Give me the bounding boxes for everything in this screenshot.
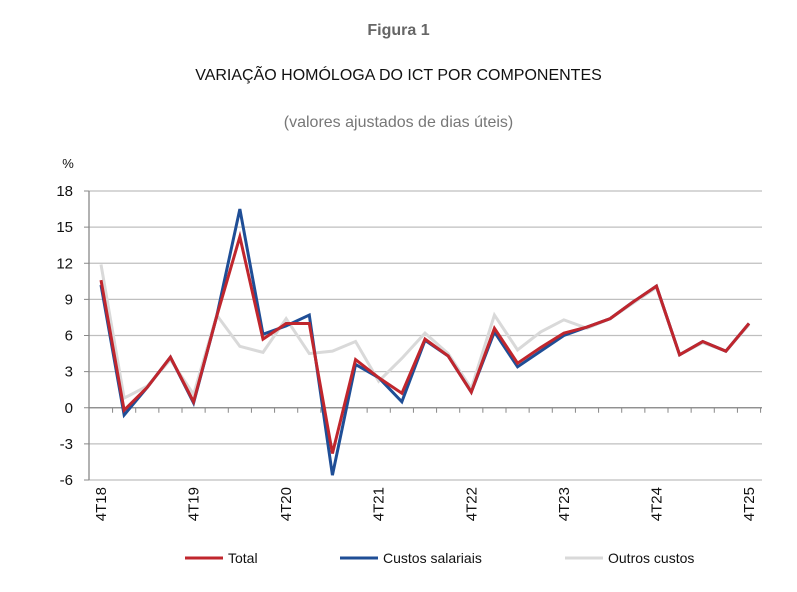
y-tick-label: -3 [60,436,73,453]
legend-label: Custos salariais [383,550,482,566]
x-tick-label: 4T19 [186,487,203,521]
figure-label: Figura 1 [367,22,430,39]
y-tick-label: 18 [56,183,73,200]
x-tick-label: 4T23 [556,487,573,521]
chart-subtitle: (valores ajustados de dias úteis) [283,114,514,131]
x-tick-label: 4T21 [371,487,388,521]
x-tick-label: 4T22 [463,487,480,521]
x-tick-label: 4T25 [741,487,758,521]
y-tick-label: 9 [65,291,73,308]
series-line-outros-custos [99,264,751,401]
y-axis-label: % [62,156,74,171]
chart-title: VARIAÇÃO HOMÓLOGA DO ICT POR COMPONENTES [195,67,602,84]
legend-label: Total [228,550,258,566]
y-tick-label: 3 [65,364,73,381]
series-line-total [99,230,751,454]
x-tick-label: 4T20 [278,487,295,521]
y-tick-label: 15 [56,219,73,236]
x-tick-label: 4T18 [93,487,110,521]
y-tick-label: 0 [65,400,73,417]
y-tick-label: -6 [60,472,73,489]
legend-label: Outros custos [608,550,694,566]
y-tick-label: 12 [56,255,73,272]
x-tick-label: 4T24 [648,487,665,521]
y-tick-label: 6 [65,328,73,345]
